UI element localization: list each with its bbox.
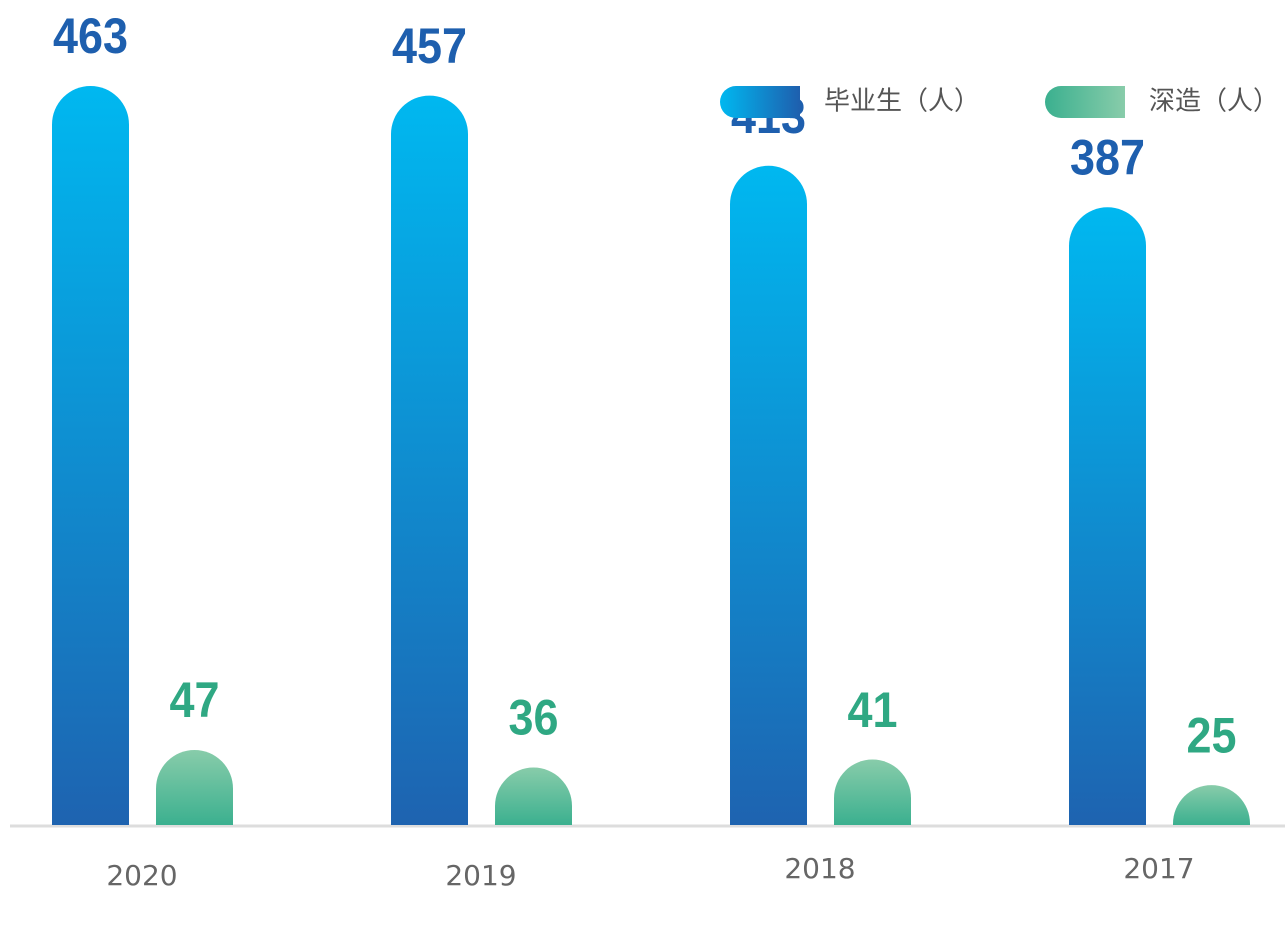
x-tick-label: 2020 bbox=[106, 859, 177, 892]
bar bbox=[730, 165, 807, 825]
value-label: 47 bbox=[170, 672, 220, 728]
x-tick-label: 2018 bbox=[784, 852, 855, 885]
legend-label: 毕业生（人） bbox=[824, 87, 980, 117]
value-label: 457 bbox=[392, 18, 467, 74]
x-tick-label: 2019 bbox=[445, 859, 516, 892]
legend-swatch bbox=[720, 86, 800, 118]
x-tick-label: 2017 bbox=[1123, 852, 1194, 885]
value-label: 387 bbox=[1070, 130, 1145, 186]
value-label: 36 bbox=[509, 690, 559, 746]
bar bbox=[495, 767, 572, 825]
bar bbox=[1069, 207, 1146, 825]
value-label: 41 bbox=[848, 682, 898, 738]
legend-label: 深造（人） bbox=[1149, 87, 1279, 117]
bar bbox=[156, 749, 233, 825]
value-label: 463 bbox=[53, 8, 128, 64]
bar bbox=[52, 86, 129, 825]
bar bbox=[834, 759, 911, 825]
bar bbox=[1173, 785, 1250, 825]
value-label: 25 bbox=[1187, 707, 1237, 763]
bar bbox=[391, 95, 468, 826]
legend-swatch bbox=[1045, 86, 1125, 118]
